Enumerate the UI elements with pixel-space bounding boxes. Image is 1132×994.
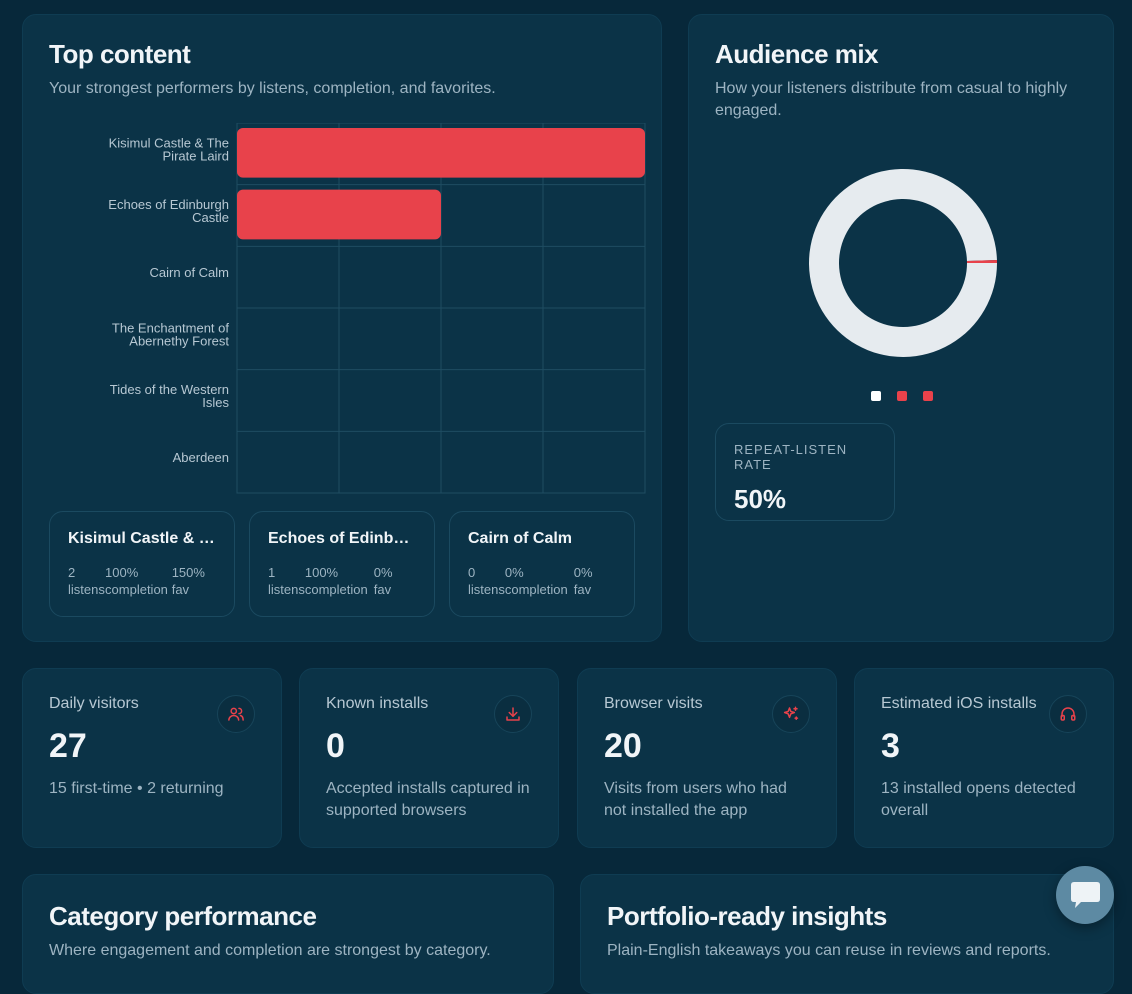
repeat-listen-rate-value: 50% — [734, 484, 787, 514]
portfolio-insights-card: Portfolio-ready insights Plain-English t… — [580, 874, 1114, 994]
mini-card-title: Cairn of Calm — [468, 530, 573, 547]
mini-card-fav-label: fav — [573, 582, 592, 597]
mini-card-listens: 2 — [68, 565, 76, 580]
mini-card-completion: 100% — [304, 565, 339, 580]
mini-card-completion-label: completion — [304, 582, 368, 597]
mini-card-completion: 100% — [105, 565, 139, 580]
audience-mix-card: Audience mix How your listeners distribu… — [688, 14, 1114, 642]
chart-bar[interactable] — [237, 189, 441, 240]
stat-card-estimated-ios-installs: Estimated iOS installs 3 13 installed op… — [854, 668, 1114, 848]
legend-swatch — [897, 391, 907, 401]
mini-card-listens-label: listens — [68, 582, 105, 597]
chart-category-label: The Enchantment of Abernethy Forest — [112, 320, 229, 348]
repeat-listen-rate-label: REPEAT-LISTEN RATE — [734, 442, 848, 472]
donut-segment[interactable] — [966, 260, 997, 263]
chat-bubble-icon — [1071, 882, 1100, 908]
mini-card-2[interactable]: Cairn of Calm 0 listens 0% completion 0% fa… — [449, 511, 635, 617]
audience-mix-title: Audience mix — [715, 39, 879, 69]
top-content-bar-chart: Kisimul Castle & The Pirate Laird Echoes o… — [108, 123, 646, 494]
stat-label: Known installs — [326, 695, 429, 712]
mini-card-listens: 0 — [468, 565, 476, 580]
mini-card-0[interactable]: Kisimul Castle & T... 2 listens 100% compl… — [49, 511, 235, 617]
mini-card-fav-label: fav — [373, 582, 392, 597]
mini-card-fav: 0% — [373, 565, 393, 580]
top-content-card: Top content Your strongest performers by… — [22, 14, 662, 642]
mini-card-title: Echoes of Edinbur... — [268, 530, 418, 547]
category-performance-title: Category performance — [49, 901, 317, 931]
sparkle-icon — [772, 695, 810, 733]
mini-card-completion-label: completion — [504, 582, 568, 597]
portfolio-insights-subtitle: Plain-English takeaways you can reuse in… — [607, 942, 1051, 959]
mini-card-1[interactable]: Echoes of Edinbur... 1 listens 100% comple… — [249, 511, 435, 617]
audience-donut-chart — [809, 169, 997, 358]
chart-category-label: Kisimul Castle & The Pirate Laird — [109, 135, 229, 163]
stat-value: 20 — [604, 727, 642, 765]
repeat-listen-rate-box: REPEAT-LISTEN RATE 50% — [715, 423, 895, 521]
stat-label: Browser visits — [604, 695, 703, 712]
mini-card-title: Kisimul Castle & T... — [68, 530, 218, 547]
category-performance-subtitle: Where engagement and completion are stro… — [49, 942, 491, 959]
mini-card-completion: 0% — [504, 565, 524, 580]
users-icon — [217, 695, 255, 733]
mini-card-fav: 0% — [573, 565, 593, 580]
top-content-mini-cards: Kisimul Castle & T... 2 listens 100% compl… — [49, 511, 639, 617]
download-icon — [494, 695, 532, 733]
chart-bar[interactable] — [237, 128, 645, 178]
mini-card-completion-label: completion — [105, 582, 168, 597]
chart-category-label: Aberdeen — [173, 450, 229, 465]
chart-category-label: Echoes of Edinburgh Castle — [108, 197, 229, 225]
stat-card-daily-visitors: Daily visitors 27 15 first-time • 2 retu… — [22, 668, 282, 848]
stat-card-known-installs: Known installs 0 Accepted installs captu… — [299, 668, 559, 848]
stat-desc: Accepted installs captured in supported … — [326, 780, 530, 819]
audience-mix-subtitle: How your listeners distribute from casua… — [715, 80, 1068, 119]
stat-label: Estimated iOS installs — [881, 695, 1037, 712]
stat-card-browser-visits: Browser visits 20 Visits from users who … — [577, 668, 837, 848]
donut-segment[interactable] — [809, 169, 997, 358]
mini-card-fav-label: fav — [171, 582, 190, 597]
stat-desc: 15 first-time • 2 returning — [49, 780, 224, 797]
chart-category-label: Tides of the Western Isles — [110, 382, 230, 410]
category-performance-card: Category performance Where engagement an… — [22, 874, 554, 994]
legend-swatch — [923, 391, 933, 401]
stat-value: 0 — [326, 727, 345, 765]
chat-button[interactable] — [1056, 866, 1114, 924]
legend-swatch — [871, 391, 881, 401]
headphones-icon — [1049, 695, 1087, 733]
stat-value: 27 — [49, 727, 87, 765]
chart-category-label: Cairn of Calm — [150, 265, 229, 280]
mini-card-listens: 1 — [268, 565, 276, 580]
top-content-title: Top content — [49, 39, 191, 69]
stat-desc: 13 installed opens detected overall — [881, 780, 1076, 819]
top-content-subtitle: Your strongest performers by listens, co… — [49, 80, 496, 97]
mini-card-listens-label: listens — [468, 582, 505, 597]
mini-card-fav: 150% — [171, 565, 205, 580]
stat-label: Daily visitors — [49, 695, 139, 712]
audience-legend — [871, 391, 933, 401]
stat-desc: Visits from users who had not installed … — [604, 780, 787, 819]
mini-card-listens-label: listens — [268, 582, 305, 597]
portfolio-insights-title: Portfolio-ready insights — [607, 901, 887, 931]
stat-value: 3 — [881, 727, 900, 765]
